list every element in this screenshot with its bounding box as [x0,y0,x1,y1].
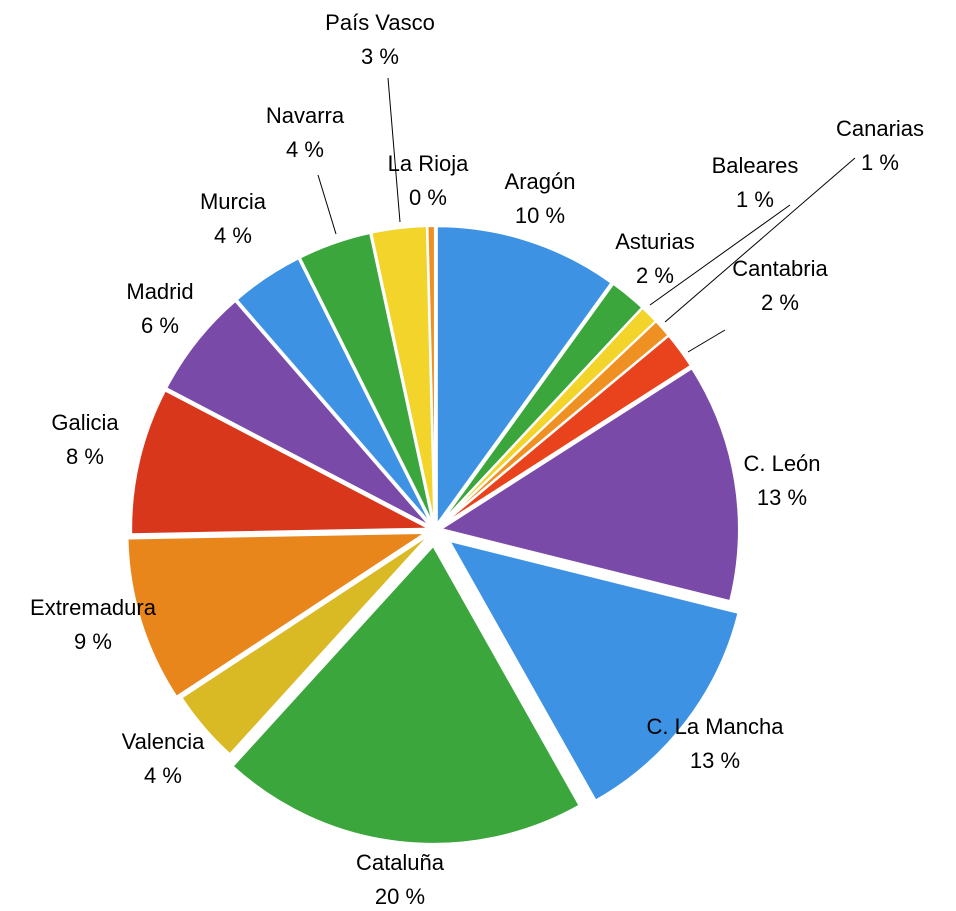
slice-label: Cataluña [356,850,445,875]
slice-label: La Rioja [388,151,469,176]
slice-label: País Vasco [325,10,435,35]
pie-slice [231,544,581,845]
slice-value-label: 3 % [361,44,399,69]
slice-value-label: 13 % [757,485,807,510]
slice-value-label: 2 % [636,263,674,288]
pie-slice [126,531,429,699]
leader-line [317,174,337,235]
slice-label: Navarra [266,103,345,128]
slice-value-label: 13 % [690,748,740,773]
slice-label: Valencia [122,729,206,754]
pie-slice [164,299,432,528]
pie-slice [435,225,613,528]
slice-value-label: 1 % [861,150,899,175]
leader-line [387,77,401,223]
pie-slice [438,366,740,603]
slice-value-label: 9 % [74,629,112,654]
slice-label: Baleares [712,153,799,178]
slice-value-label: 0 % [409,185,447,210]
slice-value-label: 2 % [761,290,799,315]
slice-label: Aragón [505,169,576,194]
pie-slice [180,533,432,756]
pie-slice [298,231,434,525]
slice-value-label: 10 % [515,203,565,228]
slice-label: Canarias [836,116,924,141]
leader-line [687,329,726,353]
pie-slice [426,224,436,525]
slice-value-label: 4 % [286,137,324,162]
slice-label: C. La Mancha [647,714,785,739]
slice-label: Galicia [51,410,119,435]
pie-slice [447,539,740,802]
slice-label: C. León [743,451,820,476]
slice-value-label: 6 % [141,313,179,338]
pie-slice [235,257,433,526]
pie-slice [439,334,693,528]
slice-value-label: 8 % [66,444,104,469]
slice-label: Madrid [126,279,193,304]
leader-line [664,157,856,323]
slice-label: Extremadura [30,595,157,620]
slice-label: Asturias [615,229,694,254]
slice-value-label: 4 % [144,763,182,788]
slice-value-label: 1 % [736,187,774,212]
pie-slice [130,389,430,536]
slice-label: Cantabria [732,256,828,281]
slice-value-label: 20 % [375,884,425,909]
slice-label: Murcia [200,189,267,214]
leader-line [649,204,791,306]
slice-value-label: 4 % [214,223,252,248]
